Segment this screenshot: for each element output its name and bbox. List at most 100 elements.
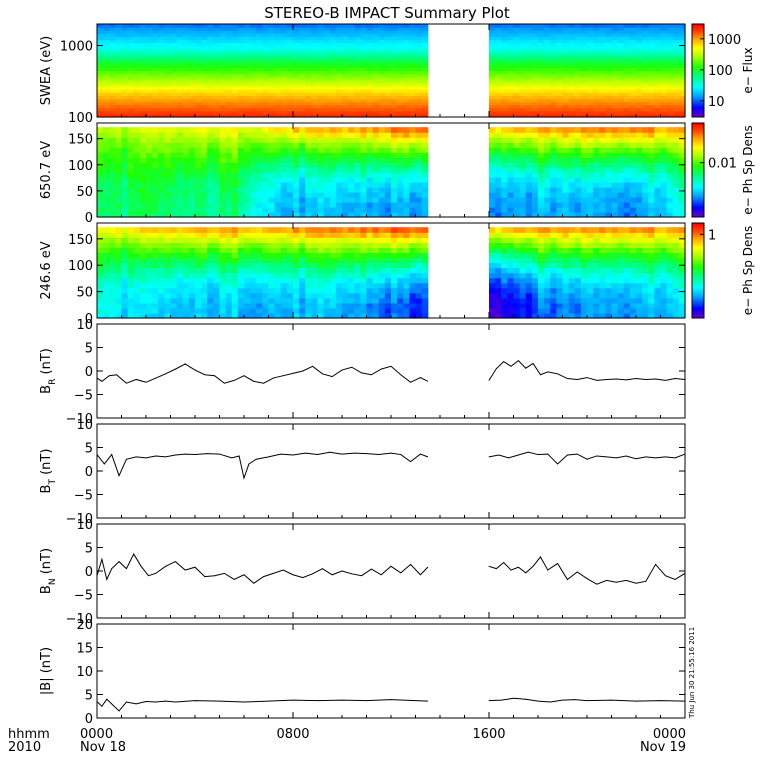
swea-cell xyxy=(372,107,380,112)
pad650-cell xyxy=(489,192,496,198)
pad650-cell xyxy=(146,177,153,183)
pad246-cell xyxy=(231,307,239,314)
swea-cell xyxy=(335,61,343,65)
pad650-cell xyxy=(182,177,190,183)
swea-cell xyxy=(329,95,337,99)
pad650-cell xyxy=(489,182,496,188)
pad650-cell xyxy=(672,137,680,143)
swea-cell xyxy=(611,113,619,118)
pad650-cell xyxy=(360,177,368,183)
swea-cell xyxy=(293,39,300,44)
swea-cell xyxy=(329,104,337,109)
swea-cell xyxy=(580,95,588,99)
pad246-cell xyxy=(329,272,337,279)
swea-cell xyxy=(587,104,594,109)
pad650-cell xyxy=(489,147,496,153)
pad650-cell xyxy=(348,152,355,158)
pad650-cell xyxy=(250,137,257,143)
pad650-cell xyxy=(250,167,257,173)
swea-cell xyxy=(280,101,288,106)
swea-cell xyxy=(580,89,588,93)
swea-cell xyxy=(672,51,680,56)
swea-cell xyxy=(544,98,551,103)
pad246-cell xyxy=(109,227,116,233)
swea-cell xyxy=(372,79,380,84)
swea-cell xyxy=(642,58,649,62)
pad246-cell xyxy=(256,227,263,233)
pad650-cell xyxy=(672,157,680,163)
swea-cell xyxy=(182,48,190,53)
swea-cell xyxy=(152,45,159,50)
pad650-cell xyxy=(164,192,172,198)
pad246-cell xyxy=(354,312,361,319)
pad246-cell xyxy=(262,302,270,309)
pad246-cell xyxy=(170,302,178,309)
swea-cell xyxy=(629,61,637,65)
pad650-cell xyxy=(274,182,282,188)
swea-cell xyxy=(378,76,386,81)
pad246-cell xyxy=(103,247,110,254)
pad650-cell xyxy=(348,197,355,203)
pad246-cell xyxy=(305,252,312,259)
swea-cell xyxy=(421,98,429,103)
pad246-cell xyxy=(280,237,288,243)
swea-cell xyxy=(666,101,674,106)
swea-cell xyxy=(642,70,649,75)
swea-cell xyxy=(568,110,576,115)
swea-cell xyxy=(293,36,300,41)
pad246-cell xyxy=(329,242,337,248)
pad650-cell xyxy=(574,192,582,198)
pad650-cell xyxy=(219,147,227,153)
swea-cell xyxy=(170,79,178,84)
swea-cell xyxy=(158,30,165,34)
swea-cell xyxy=(623,70,631,75)
swea-cell xyxy=(636,76,643,81)
pad650-cell xyxy=(636,132,643,138)
pad650-cell xyxy=(384,147,392,153)
pad650-cell xyxy=(617,202,625,208)
swea-cell xyxy=(648,61,655,65)
pad650-cell xyxy=(538,182,545,188)
swea-cell xyxy=(489,89,496,93)
swea-cell xyxy=(507,76,515,81)
pad246-cell xyxy=(237,257,245,264)
swea-cell xyxy=(329,58,337,62)
swea-cell xyxy=(133,104,141,109)
pad650-cell xyxy=(256,167,263,173)
pad650-cell xyxy=(513,192,521,198)
swea-cell xyxy=(329,101,337,106)
swea-cell xyxy=(121,73,129,78)
pad650-cell xyxy=(188,167,196,173)
swea-cell xyxy=(219,95,227,99)
pad246-cell xyxy=(286,242,294,248)
swea-cell xyxy=(642,98,649,103)
swea-cell xyxy=(354,70,361,75)
pad650-cell xyxy=(525,132,533,138)
pad650-cell xyxy=(342,137,349,143)
pad650-cell xyxy=(519,182,527,188)
swea-cell xyxy=(672,70,680,75)
swea-cell xyxy=(348,42,355,47)
pad650-cell xyxy=(672,187,680,193)
swea-cell xyxy=(299,70,306,75)
pad650-cell xyxy=(127,157,135,163)
pad650-cell xyxy=(121,197,129,203)
swea-cell xyxy=(660,86,668,90)
swea-cell xyxy=(354,55,361,59)
swea-cell xyxy=(262,58,270,62)
pad246-cell xyxy=(115,242,123,248)
pad650-cell xyxy=(587,132,594,138)
swea-cell xyxy=(384,55,392,59)
pad650-cell xyxy=(636,137,643,143)
swea-cell xyxy=(250,58,257,62)
swea-cell xyxy=(305,70,312,75)
swea-cell xyxy=(293,113,300,118)
swea-cell xyxy=(121,76,129,81)
swea-cell xyxy=(293,110,300,115)
swea-cell xyxy=(501,36,508,41)
pad650-cell xyxy=(170,187,178,193)
swea-cell xyxy=(305,82,312,87)
pad246-cell xyxy=(170,282,178,289)
pad650-cell xyxy=(225,187,233,193)
swea-cell xyxy=(201,101,208,106)
